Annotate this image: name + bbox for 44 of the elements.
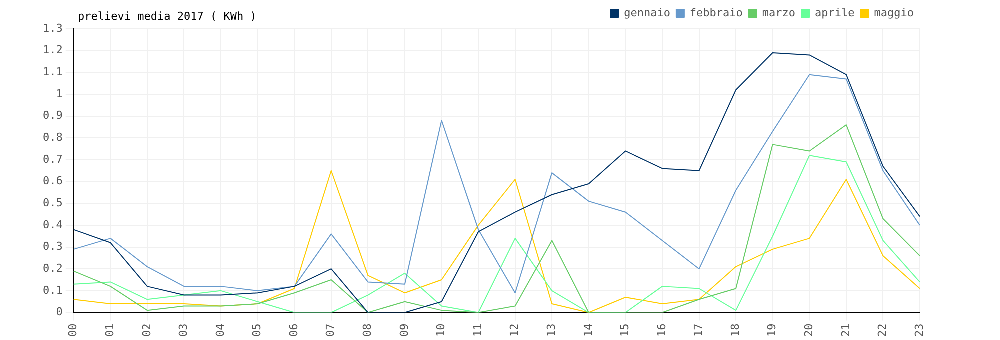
y-tick-label: 0.6 [42, 174, 63, 188]
y-tick-label: 0.7 [42, 152, 63, 166]
x-tick-label: 08 [361, 324, 374, 338]
y-tick-label: 0.4 [42, 218, 64, 232]
y-tick-label: 0.9 [42, 109, 63, 122]
chart-title: prelievi media 2017 ( KWh ) [78, 10, 257, 23]
x-tick-label: 09 [398, 324, 411, 338]
legend-label: febbraio [690, 6, 743, 20]
x-tick-label: 21 [839, 324, 852, 338]
y-tick-label: 0.1 [42, 284, 63, 297]
x-tick-label: 00 [66, 324, 80, 338]
x-tick-label: 07 [324, 324, 338, 338]
y-tick-label: 1.3 [42, 22, 63, 35]
x-tick-label: 05 [250, 324, 264, 338]
y-tick-label: 0.2 [42, 262, 63, 275]
x-tick-label: 13 [544, 324, 558, 338]
y-tick-label: 1.1 [42, 66, 63, 79]
x-tick-label: 16 [655, 324, 668, 338]
x-tick-label: 14 [582, 323, 595, 338]
x-tick-label: 18 [728, 324, 742, 338]
legend-label: maggio [874, 6, 914, 20]
x-tick-label: 10 [434, 324, 448, 338]
y-tick-label: 0.8 [42, 130, 63, 144]
x-tick-label: 01 [104, 324, 117, 338]
x-tick-label: 20 [802, 324, 816, 338]
y-tick-label: 1.2 [42, 44, 63, 57]
x-tick-label: 02 [140, 324, 154, 338]
x-tick-label: 22 [876, 324, 890, 338]
x-tick-label: 06 [287, 324, 300, 338]
y-tick-label: 1 [56, 87, 63, 100]
y-tick-label: 0 [56, 306, 63, 319]
x-tick-label: 17 [692, 324, 706, 338]
y-tick-label: 0.3 [42, 240, 63, 254]
x-tick-label: 03 [177, 324, 190, 338]
x-tick-label: 19 [766, 324, 779, 338]
legend-label: aprile [815, 6, 855, 20]
x-tick-label: 12 [508, 324, 522, 338]
legend-label: marzo [762, 6, 796, 20]
x-tick-label: 23 [912, 324, 926, 338]
y-tick-label: 0.5 [42, 196, 63, 210]
x-tick-label: 04 [214, 323, 227, 338]
x-tick-label: 15 [618, 324, 632, 338]
x-tick-label: 11 [471, 324, 484, 338]
legend-label: gennaio [624, 6, 670, 20]
